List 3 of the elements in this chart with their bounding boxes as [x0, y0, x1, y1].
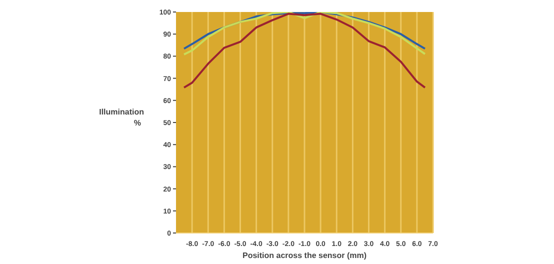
y-axis-title: Illumination %: [99, 108, 144, 128]
line-series: [183, 12, 426, 89]
x-axis-title: Position across the sensor (mm): [242, 251, 367, 260]
